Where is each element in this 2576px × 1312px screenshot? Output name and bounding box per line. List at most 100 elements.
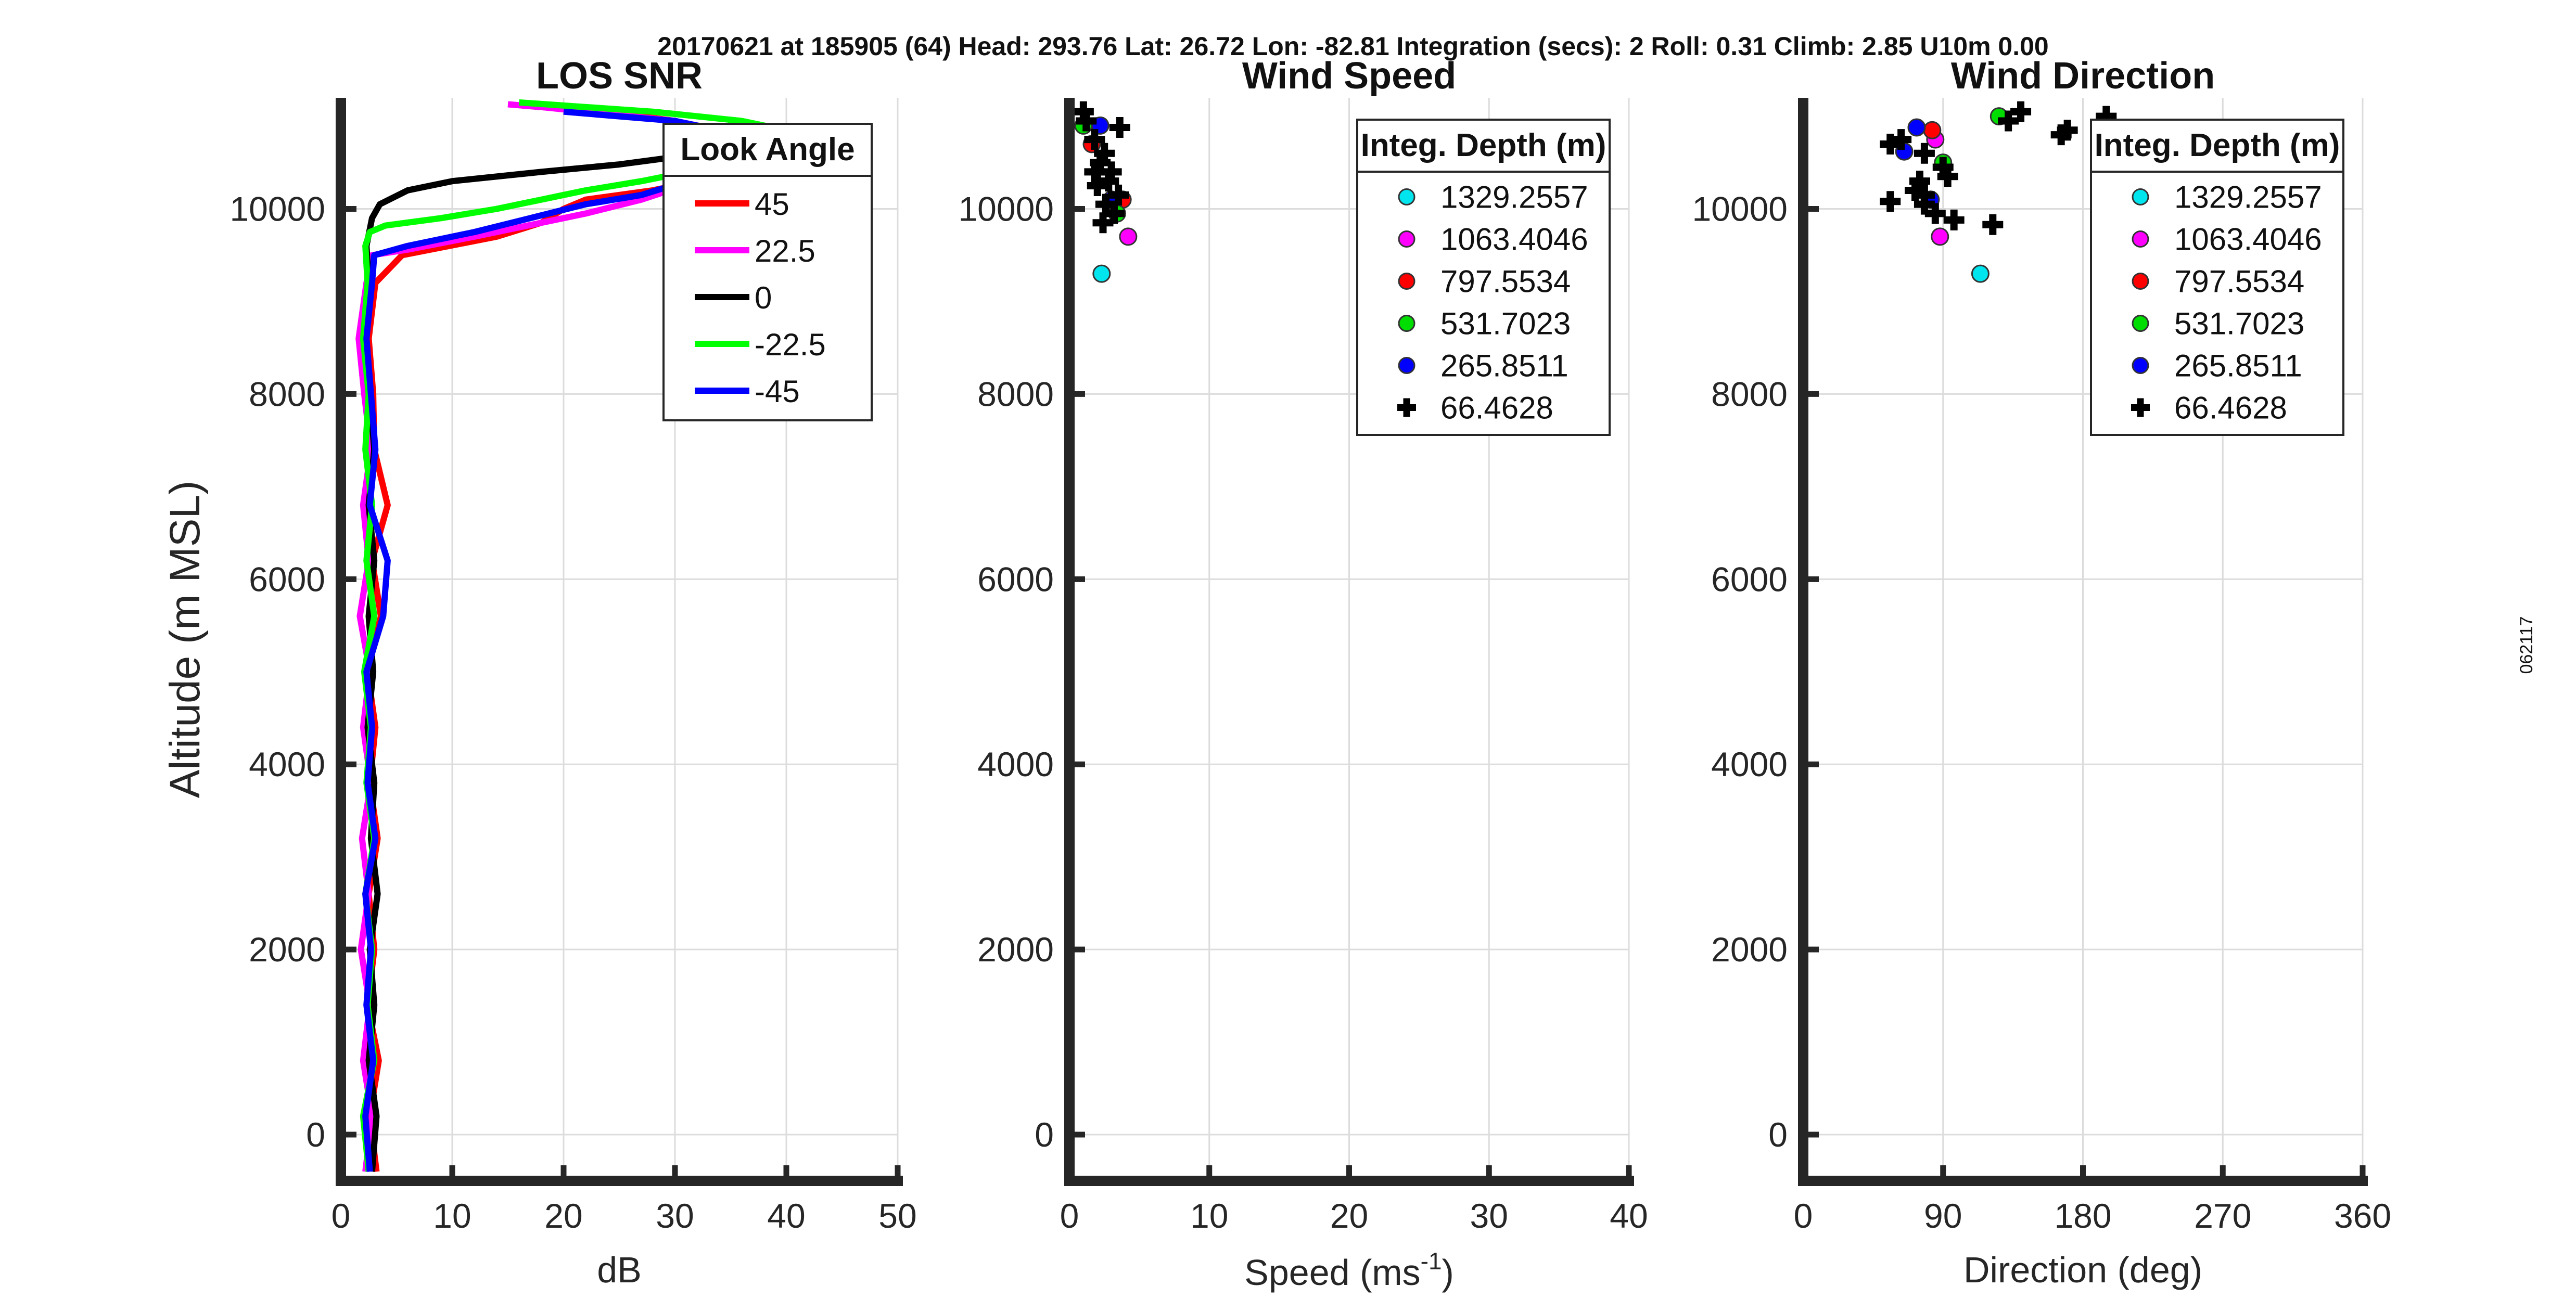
x-tick-label: 10 <box>433 1197 471 1235</box>
x-tick-label: 10 <box>1190 1197 1228 1235</box>
legend-entry: 265.8511 <box>2174 349 2302 383</box>
x-tick-label: 270 <box>2194 1197 2251 1235</box>
legend-box <box>662 123 873 421</box>
chart-title: Wind Speed <box>1242 55 1456 97</box>
chart-panel-1: 0 10 20 30 40 0 2000 4000 6000 8000 10000 Wind Spee… <box>958 55 1648 1293</box>
y-tick-label: 4000 <box>977 745 1054 783</box>
data-layer <box>1880 101 2117 283</box>
chart-panel-2: 0 90 180 270 360 0 2000 4000 6000 8000 10000 Wind D… <box>1692 55 2391 1290</box>
y-axis-label: Altitude (m MSL) <box>161 481 209 799</box>
legend-swatch <box>1398 273 1415 290</box>
y-tick-label: 8000 <box>977 375 1054 413</box>
data-point-plus <box>1092 212 1114 234</box>
data-point-plus <box>1084 129 1105 150</box>
legend-title: Integ. Depth (m) <box>2095 127 2340 163</box>
data-point-plus <box>1098 171 1119 192</box>
side-stamp: 062117 <box>2517 616 2536 674</box>
x-tick-label: 180 <box>2054 1197 2111 1235</box>
y-tick-label: 8000 <box>249 375 325 413</box>
legend-swatch <box>1398 357 1415 374</box>
data-point-plus <box>1891 129 1912 150</box>
figure-suptitle: 20170621 at 185905 (64) Head: 293.76 Lat… <box>657 32 2048 61</box>
legend-swatch <box>2132 315 2149 332</box>
data-point-plus <box>2057 120 2078 141</box>
legend-swatch <box>2132 273 2149 290</box>
data-point <box>1923 121 1942 139</box>
data-point-plus <box>1982 214 2004 235</box>
data-point-plus <box>1943 209 1965 230</box>
data-layer <box>1073 101 1138 283</box>
data-point-plus <box>1937 166 1958 187</box>
legend-entry: 1063.4046 <box>2174 222 2322 257</box>
data-point-plus <box>1880 191 1901 212</box>
data-point-plus <box>1914 184 1935 205</box>
legend-title: Integ. Depth (m) <box>1361 127 1606 163</box>
legend-entry: 1329.2557 <box>1440 180 1588 215</box>
legend: Look Angle 45 22.5 0 -22.5 -45 <box>662 123 873 421</box>
y-tick-label: 6000 <box>249 560 325 598</box>
legend-entry: 797.5534 <box>2174 264 2304 299</box>
y-tick-label: 0 <box>306 1115 325 1154</box>
y-tick-label: 10000 <box>1692 190 1788 228</box>
y-tick-label: 4000 <box>249 745 325 783</box>
x-tick-label: 20 <box>1330 1197 1368 1235</box>
chart-panel-0: 0 10 20 30 40 50 0 2000 4000 6000 8000 10000 LOS SNR… <box>161 55 917 1290</box>
legend-entry: 797.5534 <box>1440 264 1571 299</box>
legend-swatch <box>1398 230 1415 248</box>
legend-swatch <box>2132 357 2149 374</box>
x-tick-label: 0 <box>1794 1197 1813 1235</box>
legend-entry: 66.4628 <box>2174 391 2287 426</box>
chart-title: LOS SNR <box>536 55 703 97</box>
y-tick-label: 8000 <box>1711 375 1788 413</box>
data-point-plus <box>1914 143 1935 164</box>
x-tick-label: 0 <box>331 1197 351 1235</box>
y-tick-label: 2000 <box>977 930 1054 969</box>
legend-entry: 22.5 <box>755 234 815 268</box>
legend-entry: 531.7023 <box>1440 306 1571 341</box>
data-point-plus <box>1109 117 1130 138</box>
data-point-plus <box>2010 101 2032 122</box>
x-tick-label: 0 <box>1060 1197 1079 1235</box>
legend-entry: 1063.4046 <box>1440 222 1588 257</box>
x-axis-label-main: Speed (ms <box>1244 1252 1420 1293</box>
y-tick-label: 10000 <box>958 190 1054 228</box>
legend-swatch <box>1398 315 1415 332</box>
y-tick-label: 0 <box>1035 1115 1054 1154</box>
data-point-plus <box>1998 110 2019 132</box>
x-tick-label: 20 <box>544 1197 582 1235</box>
y-tick-label: 2000 <box>1711 930 1788 969</box>
data-point <box>1971 264 1990 283</box>
y-tick-label: 10000 <box>229 190 325 228</box>
legend-entry: 66.4628 <box>1440 391 1553 426</box>
x-axis-label-end: ) <box>1442 1252 1454 1293</box>
data-point-plus <box>1104 203 1125 224</box>
x-tick-label: 30 <box>1470 1197 1508 1235</box>
x-axis-label-sup: -1 <box>1421 1247 1442 1275</box>
legend-entry: -45 <box>755 374 800 409</box>
data-point-plus <box>1924 203 1946 224</box>
data-point-plus <box>1108 184 1129 205</box>
legend-entry: 0 <box>755 280 772 315</box>
y-tick-label: 6000 <box>1711 560 1788 598</box>
x-axis-label: Direction (deg) <box>1963 1250 2202 1290</box>
legend: Integ. Depth (m) 1329.2557 1063.4046 797.55… <box>2090 119 2344 436</box>
data-point <box>1931 227 1949 246</box>
x-tick-label: 90 <box>1924 1197 1962 1235</box>
x-tick-label: 50 <box>878 1197 916 1235</box>
legend-swatch <box>2132 188 2149 205</box>
legend-entry: 265.8511 <box>1440 349 1568 383</box>
data-point-plus <box>1076 110 1097 132</box>
y-tick-label: 6000 <box>977 560 1054 598</box>
legend-swatch <box>2132 230 2149 248</box>
y-tick-label: 2000 <box>249 930 325 969</box>
legend-entry: 1329.2557 <box>2174 180 2322 215</box>
x-axis-label: Speed (ms-1) <box>1244 1247 1454 1293</box>
data-point <box>1907 118 1926 137</box>
data-point-plus <box>1880 133 1901 155</box>
x-axis-label: dB <box>597 1250 642 1290</box>
chart-title: Wind Direction <box>1951 55 2215 97</box>
y-tick-label: 4000 <box>1711 745 1788 783</box>
legend-entry: 45 <box>755 187 789 222</box>
